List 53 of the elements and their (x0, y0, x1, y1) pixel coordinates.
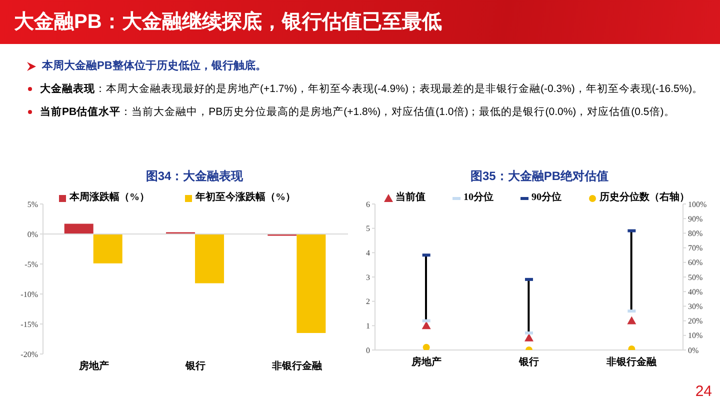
y-tick-label: 6 (366, 200, 370, 209)
x-tick-label: 非银行金融 (606, 356, 658, 368)
bar (64, 224, 94, 234)
text: 当前PB估值水平：当前大金融中，PB历史分位最高的是房地产(+1.8%)，对应估值(1.0倍)；最低的是银行(0.0%)，对应估值(0.5倍)。 (40, 106, 675, 118)
legend-label: 10分位 (464, 192, 494, 204)
x-tick-label: 银行 (184, 360, 206, 372)
y-tick-label: 1 (366, 322, 370, 331)
bar (296, 234, 326, 333)
y2-tick-label: 10% (688, 331, 703, 340)
legend-label: 本周涨跌幅（%） (70, 192, 150, 204)
chart-title: 图35：大金融PB绝对估值 (470, 169, 609, 183)
y2-tick-label: 60% (688, 258, 703, 268)
x-tick-label: 房地产 (78, 360, 109, 372)
bar (425, 255, 427, 321)
legend-label: 当前值 (396, 192, 426, 204)
chart-title: 图34：大金融表现 (146, 169, 244, 183)
y-tick-label: -20% (20, 350, 38, 359)
point (422, 321, 431, 330)
y2-tick-label: 30% (688, 302, 703, 312)
x-tick-label: 房地产 (410, 356, 442, 368)
text: 大金融PB：大金融继续探底，银行估值已至最低 (14, 11, 442, 33)
bar (93, 234, 122, 264)
y2-tick-label: 40% (688, 287, 703, 296)
y2-tick-label: 90% (688, 214, 703, 224)
legend-label: 90分位 (532, 192, 562, 204)
y2-tick-label: 70% (688, 244, 703, 253)
text: 本周大金融PB整体位于历史低位，银行触底。 (42, 60, 266, 72)
y-tick-label: 4 (366, 248, 370, 258)
x-tick-label: 银行 (518, 356, 539, 368)
y-tick-label: 2 (366, 297, 370, 306)
text: 大金融表现：本周大金融表现最好的是房地产(+1.7%)，年初至今表现(-4.9%)；表现最差的是非银行金融(-0.3%)，年初至今表现(-16.5%)。 (40, 83, 704, 95)
y2-tick-label: 20% (688, 316, 703, 326)
y-tick-label: 3 (366, 272, 370, 282)
y2-tick-label: 80% (688, 229, 703, 238)
y-tick-label: 5 (366, 224, 370, 234)
legend-label: 年初至今涨跌幅（%） (196, 192, 296, 204)
legend-label: 历史分位数（右轴） (600, 192, 690, 203)
x-tick-label: 非银行金融 (271, 360, 324, 372)
y-tick-label: -5% (24, 260, 38, 269)
point (627, 316, 636, 324)
point (524, 333, 534, 342)
y-tick-label: 5% (27, 200, 38, 209)
y2-tick-label: 50% (688, 272, 703, 282)
y2-tick-label: 0% (688, 346, 699, 355)
y-tick-label: -15% (20, 320, 38, 329)
text: 24 (695, 383, 712, 400)
y2-tick-label: 100% (688, 200, 707, 209)
y-tick-label: -10% (20, 290, 38, 299)
bar (528, 279, 530, 333)
bar (195, 234, 224, 284)
y-tick-label: 0% (27, 230, 38, 239)
y-tick-label: 0 (366, 346, 370, 355)
bar (630, 230, 632, 312)
